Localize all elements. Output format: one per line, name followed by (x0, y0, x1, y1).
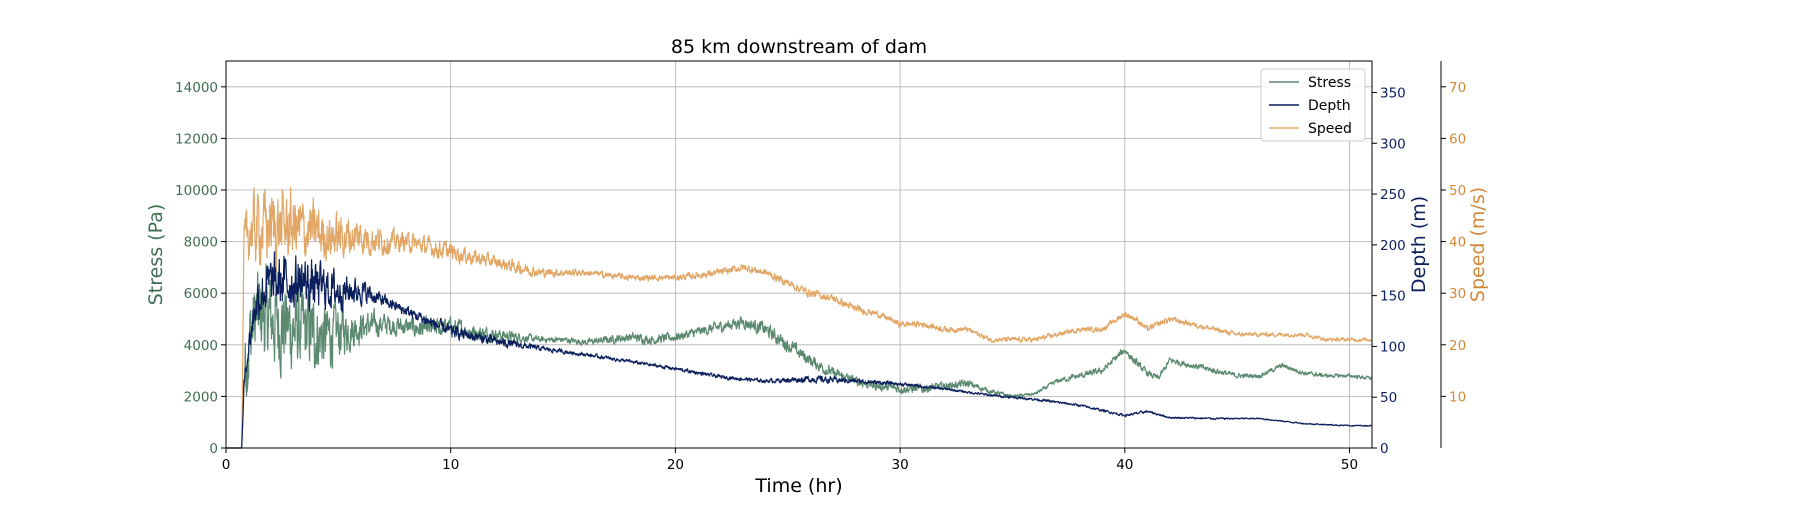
legend-label-depth: Depth (1308, 98, 1351, 114)
stress-tick-label: 8000 (184, 235, 218, 251)
depth-tick-label: 0 (1380, 441, 1389, 457)
depth-tick-label: 150 (1380, 289, 1406, 305)
x-tick-label: 40 (1116, 457, 1133, 473)
speed-tick-label: 20 (1449, 338, 1466, 354)
stress-tick-label: 2000 (184, 389, 218, 405)
depth-tick-label: 300 (1380, 136, 1406, 152)
axes-group: 0 10 20 30 40 5002000400060008000100001200014… (175, 61, 1466, 473)
legend-box (1260, 68, 1366, 142)
x-tick-label: 20 (667, 457, 684, 473)
stress-tick-label: 12000 (175, 131, 218, 147)
depth-tick-label: 100 (1380, 339, 1406, 355)
series-line-speed (225, 186, 1372, 449)
stress-tick-label: 0 (209, 441, 218, 457)
legend-label-speed: Speed (1308, 121, 1352, 137)
depth-axis-label: Depth (m) (1408, 196, 1430, 293)
legend-label-stress: Stress (1308, 75, 1351, 91)
speed-tick-label: 70 (1449, 80, 1466, 96)
stress-tick-label: 14000 (175, 80, 218, 96)
speed-tick-label: 60 (1449, 131, 1466, 147)
depth-tick-label: 250 (1380, 187, 1406, 203)
stress-tick-label: 10000 (175, 183, 218, 199)
series-line-stress (225, 263, 1373, 449)
speed-tick-label: 40 (1449, 235, 1466, 251)
x-tick-label: 50 (1341, 457, 1358, 473)
speed-tick-label: 30 (1449, 286, 1466, 302)
x-axis-label: Time (hr) (754, 475, 842, 497)
stress-tick-label: 6000 (184, 286, 218, 302)
chart-title: 85 km downstream of dam (671, 36, 927, 58)
stress-tick-label: 4000 (184, 338, 218, 354)
x-tick-label: 0 (222, 457, 231, 473)
grid (225, 61, 1372, 449)
plot-frame (225, 60, 1373, 449)
stress-axis-label: Stress (Pa) (145, 204, 167, 306)
depth-tick-label: 350 (1380, 85, 1406, 101)
speed-tick-label: 50 (1449, 183, 1466, 199)
depth-tick-label: 200 (1380, 238, 1406, 254)
legend: Stress Depth Speed (1260, 68, 1366, 142)
series-line-depth (225, 251, 1373, 449)
x-tick-label: 30 (892, 457, 909, 473)
speed-tick-label: 10 (1449, 389, 1466, 405)
depth-tick-label: 50 (1380, 390, 1397, 406)
series-group (225, 186, 1373, 449)
x-tick-label: 10 (442, 457, 459, 473)
speed-axis-label: Speed (m/s) (1467, 187, 1489, 302)
